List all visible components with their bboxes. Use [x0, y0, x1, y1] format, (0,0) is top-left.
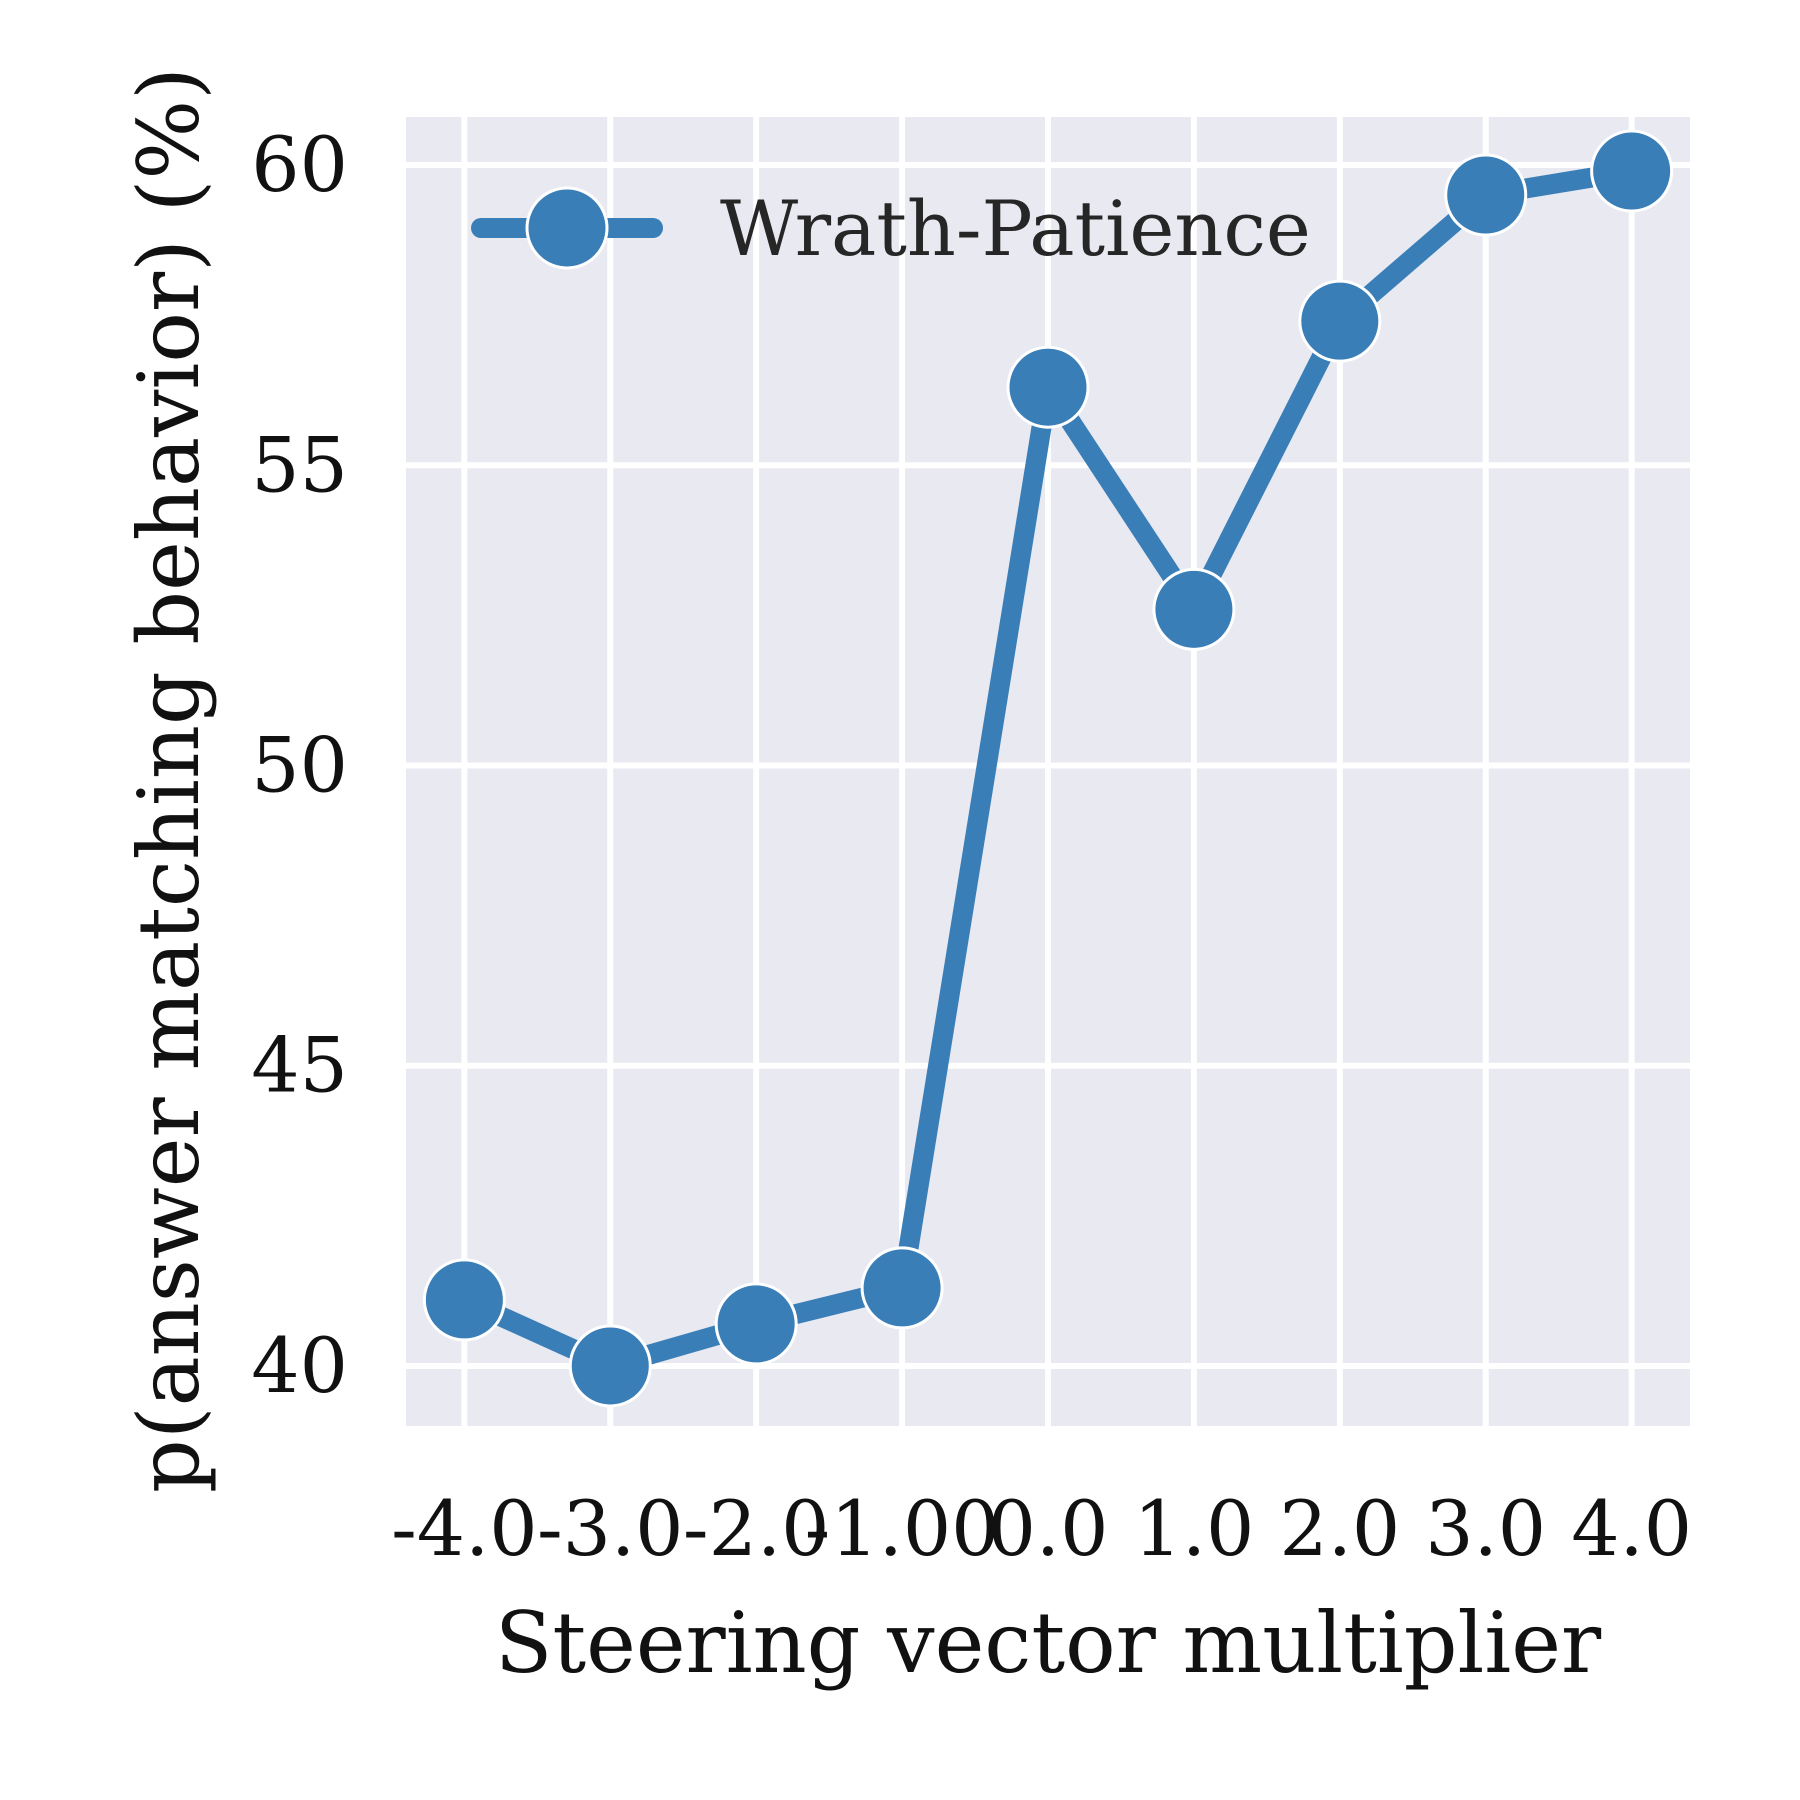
- y-axis-label: p(answer matching behavior) (%): [120, 67, 218, 1493]
- x-tick-label: -1.00: [805, 1484, 1000, 1573]
- x-axis-label: Steering vector multiplier: [495, 1594, 1602, 1692]
- data-point: [1446, 155, 1526, 235]
- x-tick-label: 4.0: [1571, 1484, 1692, 1573]
- x-tick-label: 2.0: [1279, 1484, 1400, 1573]
- data-point: [716, 1284, 796, 1364]
- data-point: [1592, 131, 1672, 211]
- legend-label: Wrath-Patience: [720, 184, 1311, 273]
- data-point: [1300, 281, 1380, 361]
- data-point: [570, 1326, 650, 1406]
- x-tick-labels: -4.0 -3.0 -2.0-1.000.0 1.0 2.0 3.0 4.0: [391, 1484, 1692, 1573]
- y-tick-label: 55: [251, 420, 348, 509]
- y-tick-label: 40: [251, 1321, 348, 1410]
- x-tick-label: 0.0: [988, 1484, 1109, 1573]
- x-tick-label: -4.0: [391, 1484, 538, 1573]
- data-point: [1008, 347, 1088, 427]
- x-tick-label: 1.0: [1133, 1484, 1254, 1573]
- x-tick-label: -3.0: [537, 1484, 684, 1573]
- data-point: [1154, 569, 1234, 649]
- legend-marker-swatch: [527, 188, 607, 268]
- data-point: [424, 1260, 504, 1340]
- y-tick-labels: 40 45 50 55 60: [251, 120, 348, 1410]
- y-tick-label: 50: [251, 720, 348, 809]
- y-tick-label: 45: [251, 1021, 348, 1110]
- x-tick-label: 3.0: [1425, 1484, 1546, 1573]
- y-tick-label: 60: [251, 120, 348, 209]
- data-point: [862, 1248, 942, 1328]
